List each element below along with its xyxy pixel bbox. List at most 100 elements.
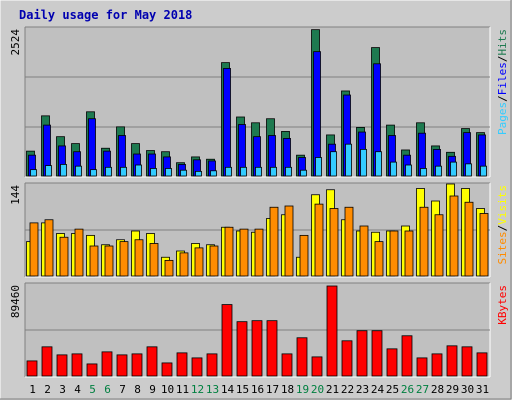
x-label-day-18: 18	[281, 383, 294, 396]
bar-pages-day-17	[270, 166, 277, 177]
x-label-day-21: 21	[326, 383, 339, 396]
bar-kbytes-day-7	[116, 354, 128, 377]
bar-sites-day-20	[314, 203, 324, 277]
bar-kbytes-day-8	[131, 353, 143, 377]
y-legend: KBytes	[496, 285, 509, 325]
bar-pages-day-22	[345, 143, 352, 177]
bar-pages-day-25	[390, 161, 397, 177]
bar-kbytes-day-13	[206, 353, 218, 377]
bar-kbytes-day-28	[431, 353, 443, 377]
bar-pages-day-2	[45, 165, 52, 177]
bar-kbytes-day-4	[71, 353, 83, 377]
x-label-day-2: 2	[44, 383, 51, 396]
bar-kbytes-day-24	[371, 330, 383, 377]
x-label-day-23: 23	[356, 383, 369, 396]
bar-kbytes-day-19	[296, 337, 308, 377]
bar-sites-day-9	[149, 243, 159, 277]
x-label-day-20: 20	[311, 383, 324, 396]
bar-kbytes-day-17	[266, 320, 278, 377]
bar-pages-day-7	[120, 166, 127, 177]
bar-kbytes-day-1	[26, 360, 38, 377]
legend-sites: Sites	[496, 231, 509, 264]
x-label-day-19: 19	[296, 383, 309, 396]
legend-separator: /	[496, 225, 509, 232]
bar-kbytes-day-12	[191, 357, 203, 377]
bar-pages-day-30	[465, 163, 472, 177]
bar-kbytes-day-5	[86, 363, 98, 377]
legend-separator: /	[496, 56, 509, 63]
bar-pages-day-21	[330, 151, 337, 177]
bar-pages-day-29	[450, 161, 457, 177]
bar-kbytes-day-2	[41, 346, 53, 377]
bar-sites-day-13	[209, 245, 219, 277]
x-label-day-26: 26	[401, 383, 414, 396]
bar-sites-day-10	[164, 259, 174, 277]
x-label-day-24: 24	[371, 383, 385, 396]
x-label-day-3: 3	[59, 383, 66, 396]
bar-pages-day-10	[165, 168, 172, 177]
bar-kbytes-day-29	[446, 345, 458, 377]
bar-sites-day-8	[134, 239, 144, 277]
bar-sites-day-18	[284, 205, 294, 277]
bar-kbytes-day-11	[176, 352, 188, 377]
x-label-day-11: 11	[176, 383, 189, 396]
x-label-day-17: 17	[266, 383, 279, 396]
y-max-label: 89460	[9, 285, 22, 318]
x-axis-labels: 1 2 3 4 5 6 7 8 9 10 11 12 13 14 15 16 17 18 19 20 21 22 23 24 2…	[29, 383, 489, 396]
bar-pages-day-13	[210, 170, 217, 177]
bar-kbytes-day-9	[146, 346, 158, 377]
x-label-day-29: 29	[446, 383, 459, 396]
panel-2: 144 Sites/Visits	[9, 182, 509, 278]
bar-kbytes-day-18	[281, 353, 293, 377]
bar-sites-day-4	[74, 228, 84, 277]
bar-kbytes-day-26	[401, 335, 413, 377]
bar-pages-day-31	[480, 165, 487, 177]
y-legend: Sites/Visits	[496, 185, 509, 265]
legend-hits: Hits	[496, 29, 509, 56]
x-label-day-4: 4	[74, 383, 81, 396]
x-label-day-5: 5	[89, 383, 96, 396]
x-label-day-28: 28	[431, 383, 444, 396]
x-label-day-10: 10	[161, 383, 174, 396]
bar-pages-day-15	[240, 166, 247, 177]
legend-visits: Visits	[496, 185, 509, 225]
bar-pages-day-18	[285, 166, 292, 177]
bar-pages-day-4	[75, 165, 82, 177]
bar-sites-day-21	[329, 208, 339, 277]
bar-sites-day-2	[44, 219, 54, 277]
bar-sites-day-3	[59, 236, 69, 277]
legend-kbytes: KBytes	[496, 285, 509, 325]
legend-pages: Pages	[496, 102, 509, 135]
x-label-day-14: 14	[221, 383, 235, 396]
bar-sites-day-27	[419, 206, 429, 277]
bar-sites-day-24	[374, 241, 384, 277]
bar-sites-day-1	[29, 222, 39, 277]
x-label-day-15: 15	[236, 383, 249, 396]
y-legend: Pages/Files/Hits	[496, 29, 509, 135]
bar-kbytes-day-14	[221, 304, 233, 377]
x-label-day-30: 30	[461, 383, 474, 396]
bar-sites-day-29	[449, 195, 459, 277]
bar-pages-day-16	[255, 166, 262, 177]
bar-pages-day-8	[135, 164, 142, 177]
panel-3: 89460 KBytes	[9, 282, 509, 378]
bar-kbytes-day-6	[101, 351, 113, 377]
bar-pages-day-9	[150, 168, 157, 177]
bar-pages-day-23	[360, 148, 367, 177]
x-label-day-13: 13	[206, 383, 219, 396]
bar-sites-day-12	[194, 247, 204, 277]
bar-pages-day-6	[105, 166, 112, 177]
bar-kbytes-day-31	[476, 352, 488, 377]
bar-sites-day-30	[464, 201, 474, 277]
bar-sites-day-31	[479, 213, 489, 277]
chart-panels: 2524Pages/Files/Hits144Sites/Visits89460…	[9, 26, 509, 378]
bar-pages-day-20	[315, 157, 322, 177]
bar-sites-day-28	[434, 214, 444, 277]
x-label-day-27: 27	[416, 383, 429, 396]
bar-kbytes-day-15	[236, 321, 248, 377]
x-label-day-12: 12	[191, 383, 204, 396]
x-label-day-22: 22	[341, 383, 354, 396]
x-label-day-7: 7	[119, 383, 126, 396]
bar-kbytes-day-23	[356, 330, 368, 377]
